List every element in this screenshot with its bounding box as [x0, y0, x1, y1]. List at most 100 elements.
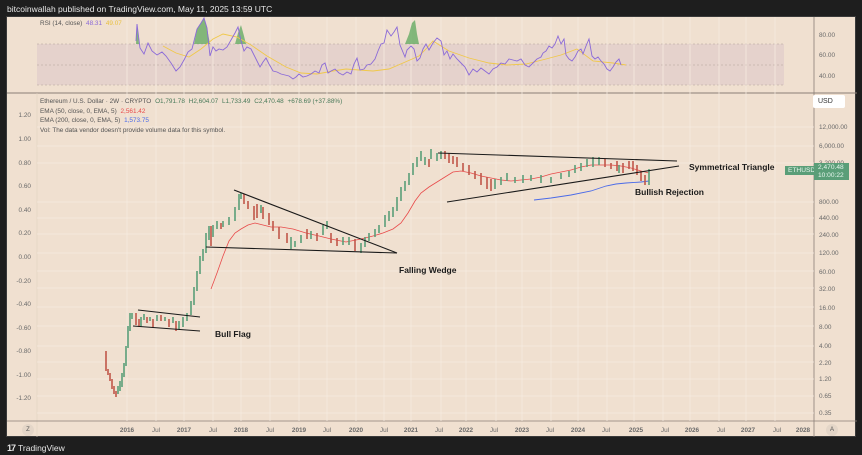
rsi-line [135, 17, 622, 80]
svg-text:-0.40: -0.40 [16, 301, 31, 308]
rsi-label: RSI (14, close) [40, 20, 83, 27]
bull-flag-lower-line [132, 325, 201, 332]
svg-text:2018: 2018 [234, 427, 249, 434]
main-legend: Ethereum / U.S. Dollar · 2W · CRYPTO O1,… [40, 97, 344, 135]
pattern-trendlines [132, 152, 680, 332]
svg-text:Jul: Jul [380, 427, 388, 434]
svg-text:2028: 2028 [796, 427, 811, 434]
ohlc-open: O1,791.78 [155, 98, 185, 105]
annotation-bull-flag: Bull Flag [215, 329, 251, 339]
price-candles [105, 149, 650, 397]
symbol-title: Ethereum / U.S. Dollar · 2W · CRYPTO [40, 98, 152, 105]
svg-text:0.65: 0.65 [819, 393, 832, 400]
ohlc-high: H2,604.07 [188, 98, 219, 105]
svg-text:16.00: 16.00 [819, 305, 835, 312]
ema200-line [533, 180, 650, 201]
symbol-ohlc-row: Ethereum / U.S. Dollar · 2W · CRYPTO O1,… [40, 97, 344, 107]
rsi-ma-line [162, 33, 627, 75]
grid-vertical [126, 17, 776, 421]
chart-canvas[interactable]: Bull Flag Falling Wedge Symmetrical Tria… [7, 17, 857, 438]
left-axis-scale-button[interactable]: Z [22, 424, 34, 436]
falling-wedge-lower-line [205, 246, 398, 254]
svg-text:Jul: Jul [773, 427, 781, 434]
rsi-legend: RSI (14, close) 48.31 49.07 [40, 20, 124, 27]
price-axis: 12,000.00 6,000.00 3,200.00 800.00 440.0… [819, 124, 848, 417]
ohlc-close: C2,470.48 [254, 98, 284, 105]
svg-text:0.60: 0.60 [19, 183, 32, 190]
svg-text:-0.20: -0.20 [16, 278, 31, 285]
triangle-upper-line [437, 152, 678, 162]
svg-text:-1.00: -1.00 [16, 372, 31, 379]
svg-text:2025: 2025 [629, 427, 644, 434]
last-price: 2,470.48 [818, 164, 844, 171]
ema200-legend-row: EMA (200, close, 0, EMA, 5) 1,573.75 [40, 116, 344, 126]
rsi-axis: 80.00 60.00 40.00 [819, 32, 835, 80]
tradingview-logo-icon: 17 [7, 443, 16, 453]
svg-text:6,000.00: 6,000.00 [819, 143, 844, 150]
auto-scale-button[interactable]: A [826, 424, 838, 436]
svg-text:Jul: Jul [266, 427, 274, 434]
svg-text:2019: 2019 [292, 427, 307, 434]
svg-text:40.00: 40.00 [819, 73, 835, 80]
svg-text:Jul: Jul [152, 427, 160, 434]
svg-text:60.00: 60.00 [819, 52, 835, 59]
svg-text:60.00: 60.00 [819, 269, 835, 276]
svg-text:240.00: 240.00 [819, 232, 839, 239]
svg-text:4.00: 4.00 [819, 343, 832, 350]
falling-wedge-upper-line [233, 189, 398, 254]
svg-text:Jul: Jul [546, 427, 554, 434]
bar-countdown: 10:00:22 [818, 171, 844, 179]
svg-text:120.00: 120.00 [819, 250, 839, 257]
svg-text:-0.80: -0.80 [16, 348, 31, 355]
svg-text:440.00: 440.00 [819, 215, 839, 222]
svg-text:2022: 2022 [459, 427, 474, 434]
publisher-line: bitcoinwallah published on TradingView.c… [7, 4, 273, 14]
svg-text:1.20: 1.20 [819, 376, 832, 383]
svg-text:0.35: 0.35 [819, 410, 832, 417]
svg-text:Jul: Jul [323, 427, 331, 434]
svg-text:Jul: Jul [661, 427, 669, 434]
publisher-header: bitcoinwallah published on TradingView.c… [0, 0, 862, 16]
svg-text:0.20: 0.20 [19, 230, 32, 237]
svg-text:12,000.00: 12,000.00 [819, 124, 848, 131]
ohlc-change: +678.69 (+37.88%) [287, 98, 343, 105]
annotation-falling-wedge: Falling Wedge [399, 265, 457, 275]
svg-text:0.40: 0.40 [19, 207, 32, 214]
svg-text:2016: 2016 [120, 427, 135, 434]
volume-note: Vol: The data vendor doesn't provide vol… [40, 126, 226, 134]
svg-text:Jul: Jul [435, 427, 443, 434]
tradingview-footer: 17 TradingView [0, 437, 862, 455]
annotation-symmetrical-triangle: Symmetrical Triangle [689, 162, 775, 172]
chart-frame: Bull Flag Falling Wedge Symmetrical Tria… [6, 16, 857, 438]
svg-text:-0.60: -0.60 [16, 325, 31, 332]
svg-text:2023: 2023 [515, 427, 530, 434]
svg-text:1.20: 1.20 [19, 112, 32, 119]
svg-text:2026: 2026 [685, 427, 700, 434]
ema200-label: EMA (200, close, 0, EMA, 5) [40, 117, 121, 124]
time-axis[interactable]: 2016 Jul 2017 Jul 2018 Jul 2019 Jul 2020… [120, 427, 811, 434]
svg-text:2020: 2020 [349, 427, 364, 434]
ema50-legend-row: EMA (50, close, 0, EMA, 5) 2,561.42 [40, 107, 344, 117]
last-price-tag: 2,470.48 10:00:22 [814, 163, 849, 180]
rsi-overbought-fill [136, 18, 419, 44]
rsi-value: 48.31 [86, 20, 103, 27]
svg-text:2021: 2021 [404, 427, 419, 434]
svg-text:800.00: 800.00 [819, 199, 839, 206]
svg-text:Jul: Jul [490, 427, 498, 434]
svg-text:1.00: 1.00 [19, 136, 32, 143]
svg-text:80.00: 80.00 [819, 32, 835, 39]
svg-text:-1.20: -1.20 [16, 395, 31, 402]
rsi-band [37, 44, 784, 85]
grid-horizontal [37, 126, 814, 414]
svg-text:0.80: 0.80 [19, 160, 32, 167]
ema50-line [210, 164, 650, 290]
rsi-ma-value: 49.07 [105, 20, 122, 27]
ema200-value: 1,573.75 [124, 117, 149, 124]
ema50-value: 2,561.42 [120, 107, 146, 115]
svg-text:2027: 2027 [741, 427, 756, 434]
triangle-lower-line [446, 165, 680, 203]
currency-button[interactable]: USD [813, 95, 845, 108]
symbol-tag: ETHUSD [785, 166, 815, 175]
left-axis: 1.20 1.00 0.80 0.60 0.40 0.20 0.00 -0.20… [16, 112, 31, 402]
svg-text:Jul: Jul [602, 427, 610, 434]
